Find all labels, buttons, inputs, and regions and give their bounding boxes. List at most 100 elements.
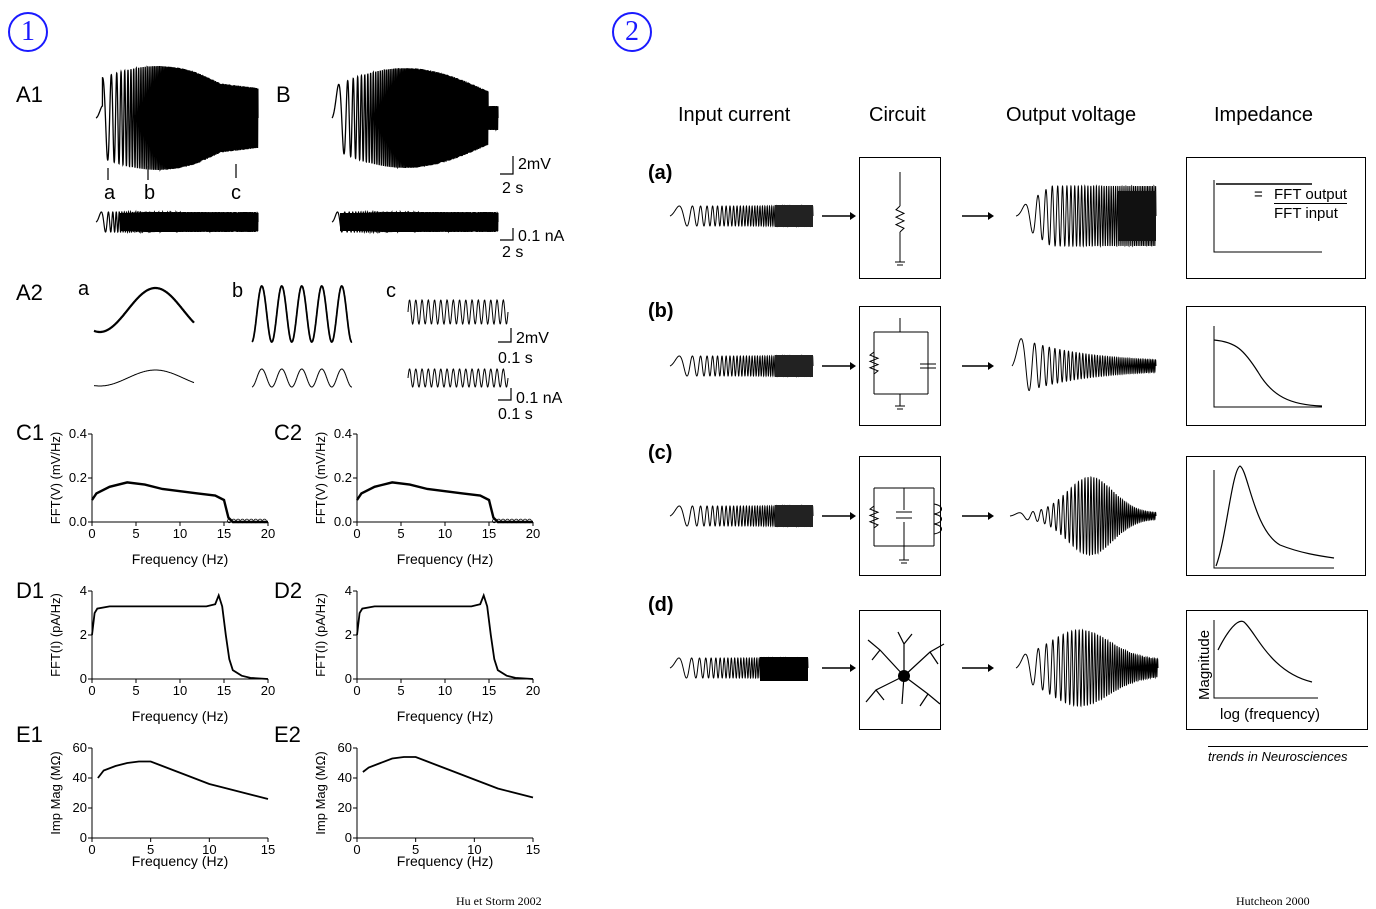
neuron-dendrites [865, 631, 945, 707]
a1-scale-current: 0.1 nA [518, 228, 565, 245]
a2-sub-c: c [386, 280, 396, 302]
output-wave-a-dense [1118, 191, 1156, 241]
c2-point [509, 518, 515, 524]
row-label-c: (c) [648, 442, 673, 464]
impedance-a-axes [1213, 180, 1322, 253]
d2-x-tick-label: 10 [438, 683, 452, 698]
citation-hu-storm: Hu et Storm 2002 [456, 894, 542, 908]
row-label-a: (a) [648, 162, 673, 184]
input-chirp-dense [775, 505, 813, 527]
a1-mark-b: b [144, 182, 156, 204]
c1-point [227, 518, 232, 524]
c1-point [257, 518, 263, 524]
chart-c1: 0 5 10 15 20 0.0 0.2 0.4 Frequency (Hz) FFT(V) (m… [48, 426, 540, 869]
a2-scale-voltage: 2mV [516, 330, 549, 347]
output-wave-c [1009, 476, 1157, 557]
a1-label: A1 [16, 82, 43, 107]
c2-point [522, 518, 528, 524]
magnitude-axis-label: Magnitude [1196, 629, 1213, 700]
row-label-b: (b) [648, 300, 674, 322]
c2-label: C2 [274, 420, 303, 445]
citation-hutcheon: Hutcheon 2000 [1236, 894, 1310, 908]
c2-point [496, 518, 501, 524]
d2-x-tick-label: 15 [482, 683, 496, 698]
circuit-b-resistor [868, 351, 880, 375]
d1-series-line [91, 592, 269, 680]
a2-expanded-traces [93, 284, 512, 401]
fft-output-label: FFT output [1274, 186, 1348, 204]
c2-y-axis-label: FFT(V) (mV/Hz) [313, 432, 328, 524]
c2-point [505, 518, 510, 524]
d1-label: D1 [16, 578, 45, 603]
e2-y-axis-label: Imp Mag (MΩ) [313, 751, 328, 834]
c2-x-tick-label: 20 [526, 526, 540, 541]
circuit-a-resistor [894, 205, 906, 233]
c2-x-tick-label: 10 [438, 526, 452, 541]
arrow-head [850, 664, 856, 672]
e2-x-tick-label: 15 [526, 842, 540, 857]
header-circuit: Circuit [869, 104, 926, 126]
e2-y-tick-label: 20 [338, 800, 352, 815]
c2-point [518, 518, 523, 524]
c2-y-tick-label: 0.4 [334, 426, 352, 441]
e2-x-tick-label: 0 [353, 842, 360, 857]
c1-x-tick-label: 5 [132, 526, 139, 541]
input-chirp-dense [760, 657, 808, 681]
a1-current-block [120, 213, 250, 231]
c2-y-tick-label: 0.2 [334, 470, 352, 485]
arrow-head [988, 212, 994, 220]
d2-x-tick-label: 0 [353, 683, 360, 698]
c1-x-tick-label: 0 [88, 526, 95, 541]
c2-y-tick-label: 0.0 [334, 514, 352, 529]
c1-y-axis-label: FFT(V) (mV/Hz) [48, 432, 63, 524]
impedance-b-axes [1213, 326, 1322, 408]
c1-x-tick-label: 15 [217, 526, 231, 541]
d1-y-axis-label: FFT(I) (pA/Hz) [48, 593, 63, 677]
a2-current-scale-bar [498, 388, 512, 401]
d1-x-tick-label: 15 [217, 683, 231, 698]
a1-b-voltage-current-traces [95, 65, 514, 241]
circuit-a-ground [895, 261, 905, 266]
arrow-head [850, 212, 856, 220]
d1-y-tick-label: 4 [80, 583, 87, 598]
e2-label: E2 [274, 722, 301, 747]
a2-scale-time: 0.1 s [498, 350, 533, 367]
circuit-b-ground [895, 405, 905, 410]
e1-y-tick-label: 40 [73, 770, 87, 785]
impedance-c-resonance [1215, 465, 1335, 567]
a2-scale-bar [498, 328, 512, 343]
impedance-b-lowpass [1213, 339, 1323, 407]
circuit-c-inductor [933, 503, 942, 535]
header-output-voltage: Output voltage [1006, 104, 1137, 126]
arrow-head [850, 362, 856, 370]
c2-x-tick-label: 15 [482, 526, 496, 541]
b-label: B [276, 82, 291, 107]
circuit-b-capacitor [920, 363, 936, 369]
e2-x-axis-label: Frequency (Hz) [397, 853, 493, 869]
e1-y-tick-label: 0 [80, 830, 87, 845]
e2-x-tick-label: 10 [467, 842, 481, 857]
e1-x-tick-label: 0 [88, 842, 95, 857]
output-wave-a [1015, 184, 1157, 248]
c1-point [231, 518, 236, 524]
a1-mark-c: c [231, 182, 241, 204]
c2-point [514, 518, 519, 524]
c2-x-tick-label: 5 [397, 526, 404, 541]
impedance-box-c [1186, 456, 1366, 576]
d2-y-tick-label: 4 [345, 583, 352, 598]
circuit-box-neuron [859, 610, 941, 730]
output-wave-d [1015, 628, 1159, 708]
a2-label: A2 [16, 280, 43, 305]
impedance-box-a [1186, 157, 1366, 279]
a2-c-current [407, 368, 509, 388]
a2-scale-current: 0.1 nA [516, 390, 563, 407]
arrow-head [850, 512, 856, 520]
c1-point [262, 518, 267, 524]
arrow-head [988, 512, 994, 520]
c2-x-axis-label: Frequency (Hz) [397, 551, 493, 567]
impedance-box-b [1186, 306, 1366, 426]
circuit-c-capacitor [896, 511, 912, 519]
e2-y-tick-label: 0 [345, 830, 352, 845]
equals-sign: = [1254, 186, 1263, 203]
